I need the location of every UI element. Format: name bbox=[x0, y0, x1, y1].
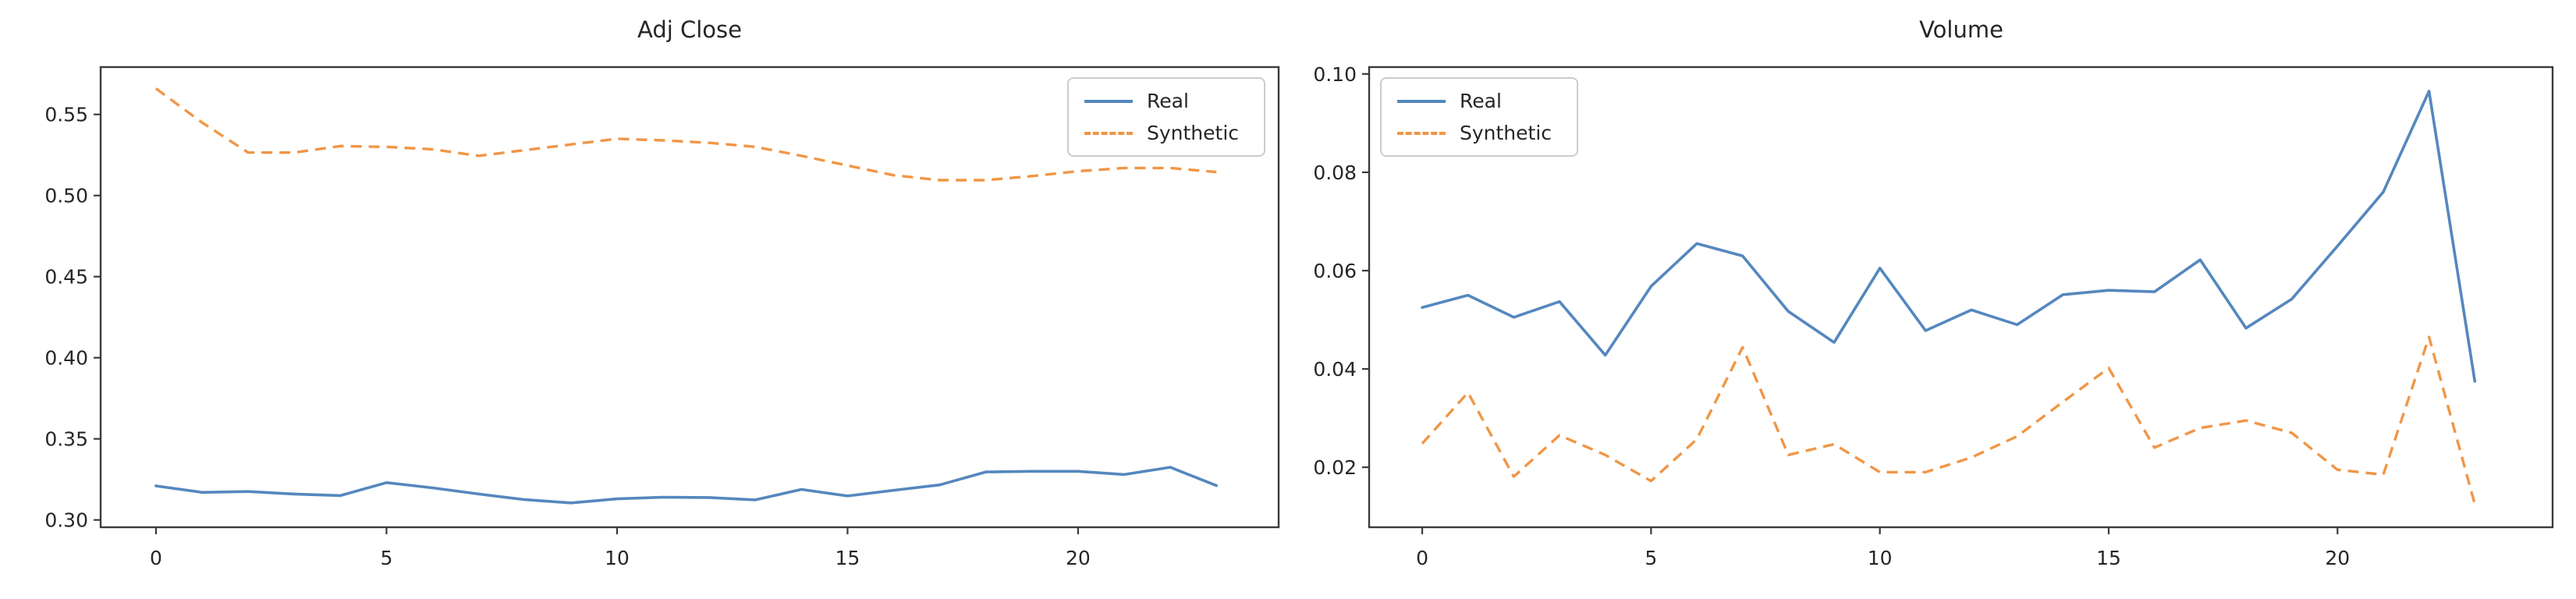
synthetic-line-sample-icon bbox=[1397, 131, 1446, 135]
y-axis-tick-label: 0.10 bbox=[1313, 63, 1357, 86]
legend-item: Synthetic bbox=[1397, 119, 1577, 148]
y-axis-tick-label: 0.02 bbox=[1313, 456, 1357, 479]
legend-item: Real bbox=[1397, 87, 1577, 116]
legend-item: Synthetic bbox=[1084, 119, 1264, 148]
y-axis-tick-label: 0.40 bbox=[44, 347, 88, 370]
y-axis-tick-label: 0.06 bbox=[1313, 260, 1357, 282]
x-axis-tick-label: 10 bbox=[1868, 547, 1893, 569]
x-axis-tick-label: 20 bbox=[2325, 547, 2350, 569]
x-axis-tick-label: 5 bbox=[380, 547, 392, 569]
legend-label: Synthetic bbox=[1147, 122, 1240, 144]
synthetic-line-sample-icon bbox=[1084, 131, 1133, 135]
x-axis-tick-label: 20 bbox=[1066, 547, 1091, 569]
x-axis-tick-label: 5 bbox=[1645, 547, 1657, 569]
y-axis-tick-label: 0.04 bbox=[1313, 358, 1357, 381]
x-axis-tick-label: 10 bbox=[605, 547, 630, 569]
x-axis-tick-label: 0 bbox=[1416, 547, 1428, 569]
axes-frame bbox=[99, 66, 1280, 529]
real-series-line bbox=[154, 466, 1218, 505]
synthetic-series-line bbox=[154, 87, 1217, 182]
y-axis-tick-label: 0.30 bbox=[44, 509, 88, 532]
x-axis-tick-label: 15 bbox=[2096, 547, 2121, 569]
y-axis-tick-label: 0.55 bbox=[44, 104, 88, 126]
x-axis-tick-label: 15 bbox=[836, 547, 860, 569]
chart-title: Adj Close bbox=[637, 16, 743, 43]
legend-item: Real bbox=[1084, 87, 1264, 116]
y-axis-tick-label: 0.08 bbox=[1313, 161, 1357, 184]
x-axis-tick-label: 0 bbox=[150, 547, 162, 569]
y-axis-tick-label: 0.35 bbox=[44, 428, 88, 451]
y-axis-tick-label: 0.50 bbox=[44, 185, 88, 207]
axes-frame bbox=[1368, 66, 2554, 529]
real-line-sample-icon bbox=[1397, 99, 1446, 103]
real-series-line bbox=[1421, 90, 2477, 383]
legend-label: Real bbox=[1147, 90, 1189, 112]
synthetic-series-line bbox=[1421, 335, 2476, 505]
legend-label: Real bbox=[1460, 90, 1502, 112]
legend-label: Synthetic bbox=[1460, 122, 1552, 144]
y-axis-tick-label: 0.45 bbox=[44, 266, 88, 289]
legend: Real Synthetic bbox=[1380, 77, 1578, 157]
chart-title: Volume bbox=[1919, 16, 2003, 43]
real-line-sample-icon bbox=[1084, 99, 1133, 103]
legend: Real Synthetic bbox=[1067, 77, 1265, 157]
